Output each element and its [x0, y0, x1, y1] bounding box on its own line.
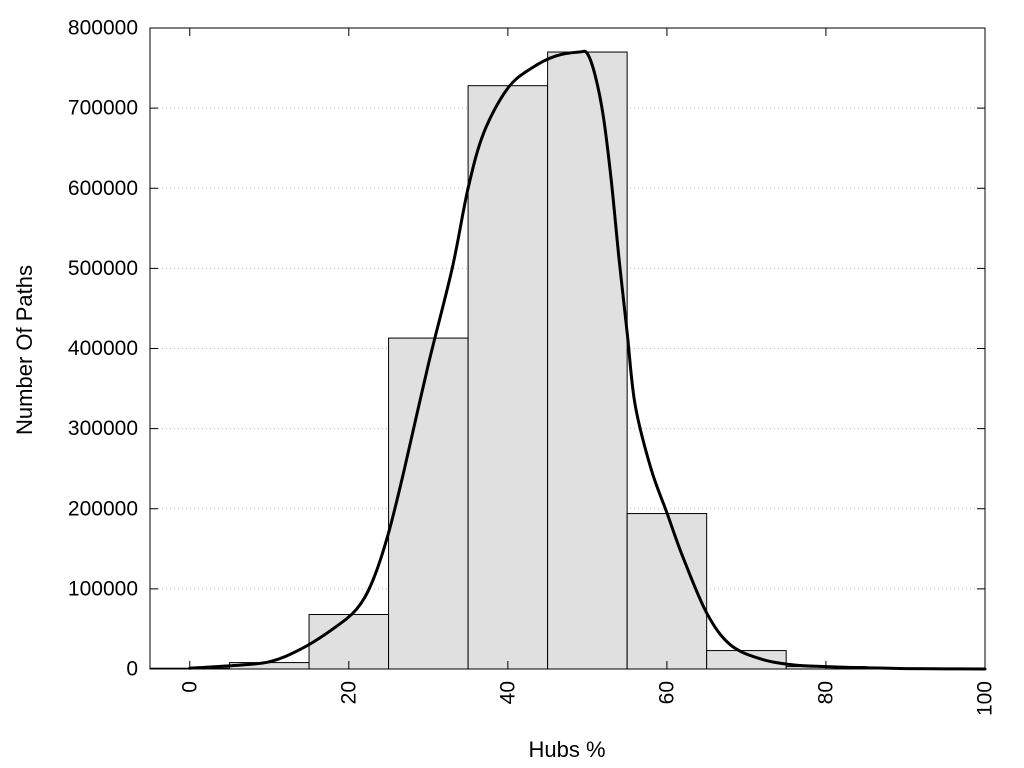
y-tick-label-7: 700000: [68, 97, 138, 120]
y-tick-label-3: 300000: [68, 417, 138, 440]
y-tick-label-1: 100000: [68, 577, 138, 600]
fitted-curve: [188, 49, 987, 671]
bar-20: [308, 614, 390, 670]
tick-labels-layer: 0 100000 200000 300000 400000 500000 600000 700…: [68, 17, 997, 717]
curve-layer: [188, 49, 987, 671]
bars-layer: [149, 51, 946, 670]
bar-50: [547, 51, 628, 670]
y-tick-label-5: 500000: [68, 257, 138, 280]
x-axis-title: Hubs %: [528, 737, 605, 762]
bar-30: [388, 337, 469, 670]
y-tick-label-4: 400000: [68, 337, 138, 360]
y-tick-label-8: 800000: [68, 17, 138, 40]
x-tick-label-3: 60: [655, 681, 678, 704]
ticks-layer: [150, 27, 986, 670]
x-tick-label-4: 80: [814, 681, 837, 704]
y-tick-label-6: 600000: [68, 177, 138, 200]
y-axis-title: Number Of Paths: [12, 265, 37, 435]
bar-40: [467, 85, 549, 670]
x-tick-label-5: 100: [974, 681, 997, 716]
y-tick-label-2: 200000: [68, 497, 138, 520]
x-tick-label-1: 20: [337, 681, 360, 704]
x-tick-label-2: 40: [496, 681, 519, 704]
bar-60: [626, 513, 708, 670]
y-tick-label-0: 0: [126, 658, 138, 681]
x-tick-label-0: 0: [178, 681, 201, 693]
